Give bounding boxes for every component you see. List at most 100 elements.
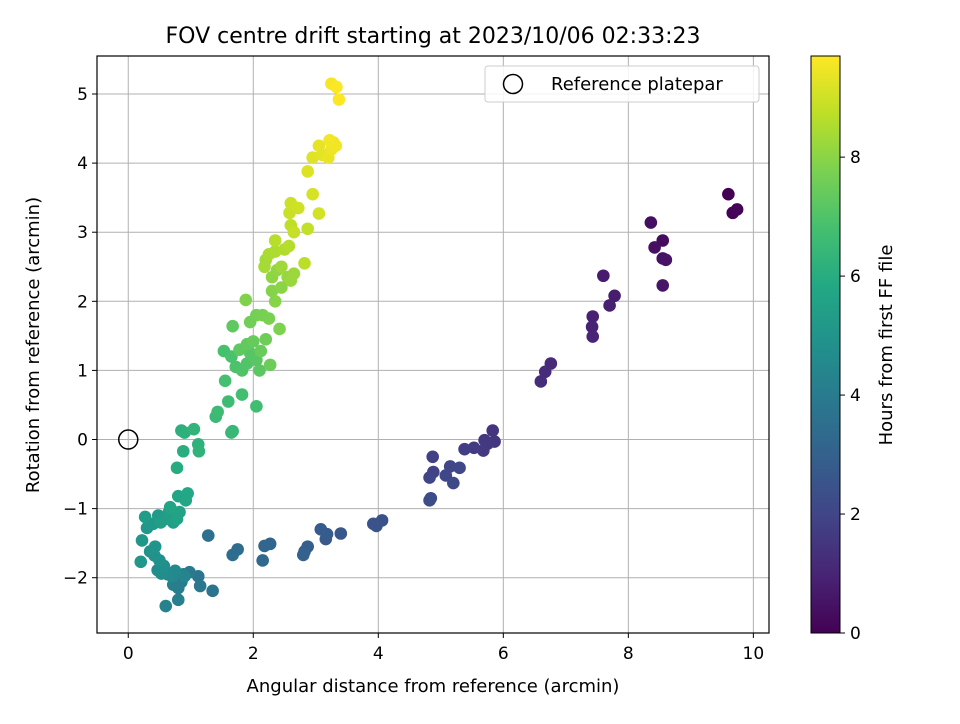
data-point xyxy=(467,441,481,455)
data-point xyxy=(659,253,673,267)
colorbar-tick-label: 2 xyxy=(850,505,861,525)
data-point xyxy=(256,554,269,567)
data-points xyxy=(134,77,744,613)
data-point xyxy=(263,358,277,372)
y-tick-label: 2 xyxy=(77,292,88,312)
data-point xyxy=(171,593,185,607)
data-point xyxy=(586,330,600,343)
colorbar-tick-label: 4 xyxy=(850,386,861,406)
data-point xyxy=(447,476,460,490)
data-point xyxy=(597,269,610,283)
data-point xyxy=(306,187,319,201)
legend-box xyxy=(484,65,760,103)
x-tick-label: 0 xyxy=(123,644,134,664)
y-axis-label: Rotation from reference (arcmin) xyxy=(23,197,44,493)
data-point xyxy=(246,335,260,348)
y-tick-label: 3 xyxy=(77,223,88,243)
data-point xyxy=(644,216,658,229)
chart-title: FOV centre drift starting at 2023/10/06 … xyxy=(166,24,701,49)
data-point xyxy=(148,540,162,553)
data-point xyxy=(135,534,149,547)
data-point xyxy=(296,548,310,562)
data-point xyxy=(239,293,253,307)
data-point xyxy=(218,374,232,388)
data-point xyxy=(287,225,301,239)
colorbar-tick-label: 8 xyxy=(850,148,861,168)
x-tick-label: 8 xyxy=(623,644,634,664)
colorbar-tick-label: 0 xyxy=(850,624,861,644)
data-point xyxy=(282,239,296,253)
data-point xyxy=(187,422,201,436)
y-tick-label: 5 xyxy=(77,85,88,105)
data-point xyxy=(181,487,194,500)
data-point xyxy=(486,424,499,437)
data-point xyxy=(656,279,670,292)
data-point xyxy=(268,234,282,247)
data-point xyxy=(275,260,288,274)
data-point xyxy=(312,207,326,220)
data-point xyxy=(423,494,436,507)
x-axis-ticks: 0 2 4 6 8 10 xyxy=(123,633,764,664)
legend: Reference platepar xyxy=(484,65,760,103)
legend-marker-icon xyxy=(502,73,524,95)
data-point xyxy=(193,579,207,593)
data-point xyxy=(332,93,346,106)
data-point xyxy=(301,165,314,178)
data-point xyxy=(258,539,271,553)
x-tick-label: 2 xyxy=(248,644,259,664)
x-axis-label: Angular distance from reference (arcmin) xyxy=(247,676,620,697)
data-point xyxy=(370,519,383,533)
data-point xyxy=(312,139,326,153)
data-point xyxy=(138,510,152,524)
colorbar xyxy=(810,55,841,634)
y-tick-label: −1 xyxy=(63,500,88,520)
data-point xyxy=(585,320,599,334)
data-point xyxy=(586,310,600,323)
data-point xyxy=(225,426,238,439)
data-point xyxy=(603,299,616,312)
data-point xyxy=(330,80,343,94)
colorbar-label: Hours from first FF file xyxy=(876,245,897,446)
data-point xyxy=(178,570,191,583)
data-point xyxy=(258,260,271,274)
data-point xyxy=(268,295,282,308)
y-tick-label: 0 xyxy=(77,431,88,451)
data-point xyxy=(426,450,439,464)
data-point xyxy=(730,203,744,216)
data-point xyxy=(287,267,301,280)
data-point xyxy=(538,365,552,379)
x-tick-label: 4 xyxy=(373,644,384,664)
data-point xyxy=(176,444,190,458)
data-point xyxy=(254,344,268,358)
data-point xyxy=(301,222,314,236)
plot-frame xyxy=(96,55,770,634)
data-point xyxy=(722,187,735,201)
data-point xyxy=(259,333,273,346)
data-point xyxy=(298,257,311,270)
data-point xyxy=(226,319,239,333)
data-point xyxy=(262,312,276,325)
y-tick-label: 4 xyxy=(77,154,88,174)
data-point xyxy=(170,461,184,475)
data-point xyxy=(163,500,177,514)
data-point xyxy=(291,201,305,215)
data-point xyxy=(478,433,491,447)
data-point xyxy=(226,548,239,562)
colorbar-tick-label: 6 xyxy=(850,267,861,287)
data-point xyxy=(608,289,621,303)
data-point xyxy=(334,527,348,540)
data-point xyxy=(323,134,336,147)
y-tick-label: 1 xyxy=(77,361,88,381)
data-point xyxy=(159,599,173,613)
data-point xyxy=(173,505,186,519)
data-point xyxy=(253,364,266,377)
gridlines xyxy=(97,56,769,633)
data-point xyxy=(648,241,661,254)
y-axis-ticks: −2 −1 0 1 2 3 4 5 xyxy=(63,85,97,589)
data-point xyxy=(211,405,224,419)
colorbar-ticks: 0 2 4 6 8 xyxy=(840,148,861,644)
x-tick-label: 6 xyxy=(498,644,509,664)
data-point xyxy=(458,442,471,456)
